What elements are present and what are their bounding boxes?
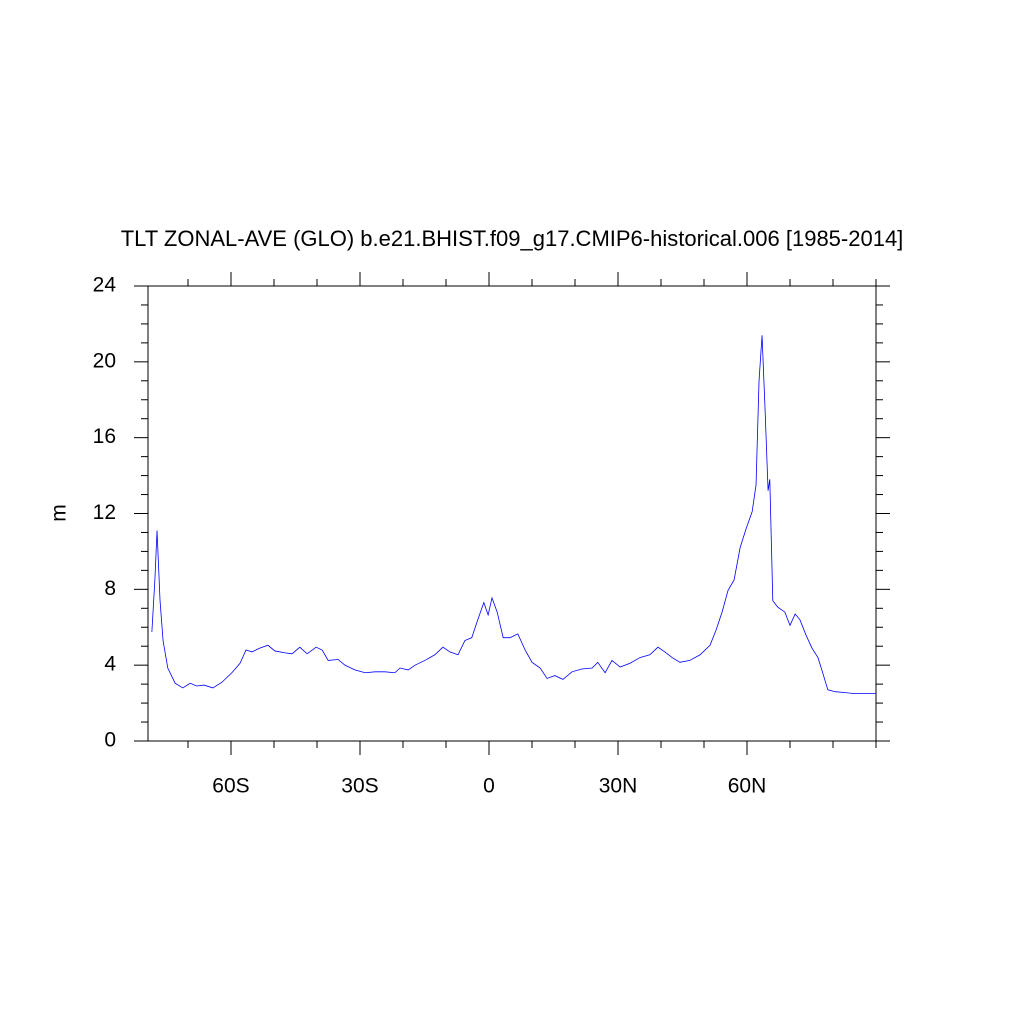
x-tick-label: 30S bbox=[341, 775, 378, 798]
x-tick-label: 60N bbox=[728, 775, 767, 798]
data-line bbox=[151, 335, 876, 694]
y-tick-label: 16 bbox=[93, 425, 116, 448]
plot-frame bbox=[147, 285, 877, 742]
y-tick-label: 4 bbox=[104, 653, 116, 676]
y-tick-label: 0 bbox=[104, 729, 116, 752]
y-tick-label: 24 bbox=[93, 274, 117, 297]
x-tick-label: 30N bbox=[599, 775, 638, 798]
x-tick-label: 0 bbox=[483, 775, 495, 798]
chart-title: TLT ZONAL-AVE (GLO) b.e21.BHIST.f09_g17.… bbox=[121, 226, 904, 251]
x-tick-label: 60S bbox=[212, 775, 249, 798]
y-tick-label: 20 bbox=[93, 349, 116, 372]
y-tick-label: 12 bbox=[93, 501, 116, 524]
y-axis-label: m bbox=[48, 504, 71, 522]
y-tick-label: 8 bbox=[104, 577, 116, 600]
